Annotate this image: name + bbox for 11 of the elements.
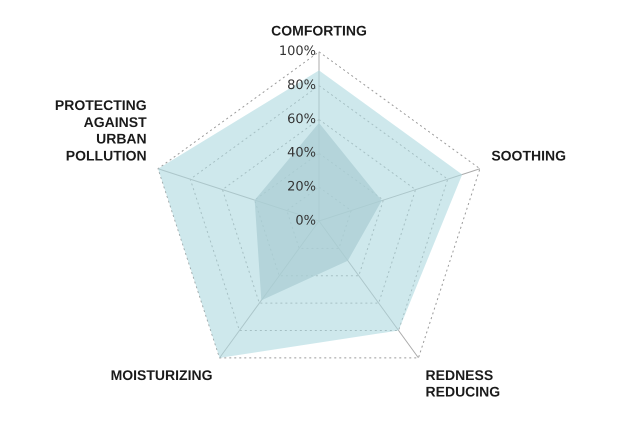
spoke-label: COMFORTING: [271, 22, 367, 38]
y-tick-label: 20%: [287, 180, 316, 195]
spoke-label: REDNESS REDUCING: [426, 366, 500, 400]
y-tick-label: 0%: [295, 213, 316, 228]
y-tick-label: 100%: [278, 44, 316, 60]
spoke-label: MOISTURIZING: [110, 366, 213, 383]
y-tick-label: 80%: [287, 78, 316, 94]
y-tick-label: 60%: [287, 112, 316, 127]
spoke-label: SOOTHING: [491, 147, 566, 164]
y-tick-label: 40%: [287, 146, 316, 161]
spoke-label: PROTECTING AGAINST URBAN POLLUTION: [54, 97, 148, 164]
